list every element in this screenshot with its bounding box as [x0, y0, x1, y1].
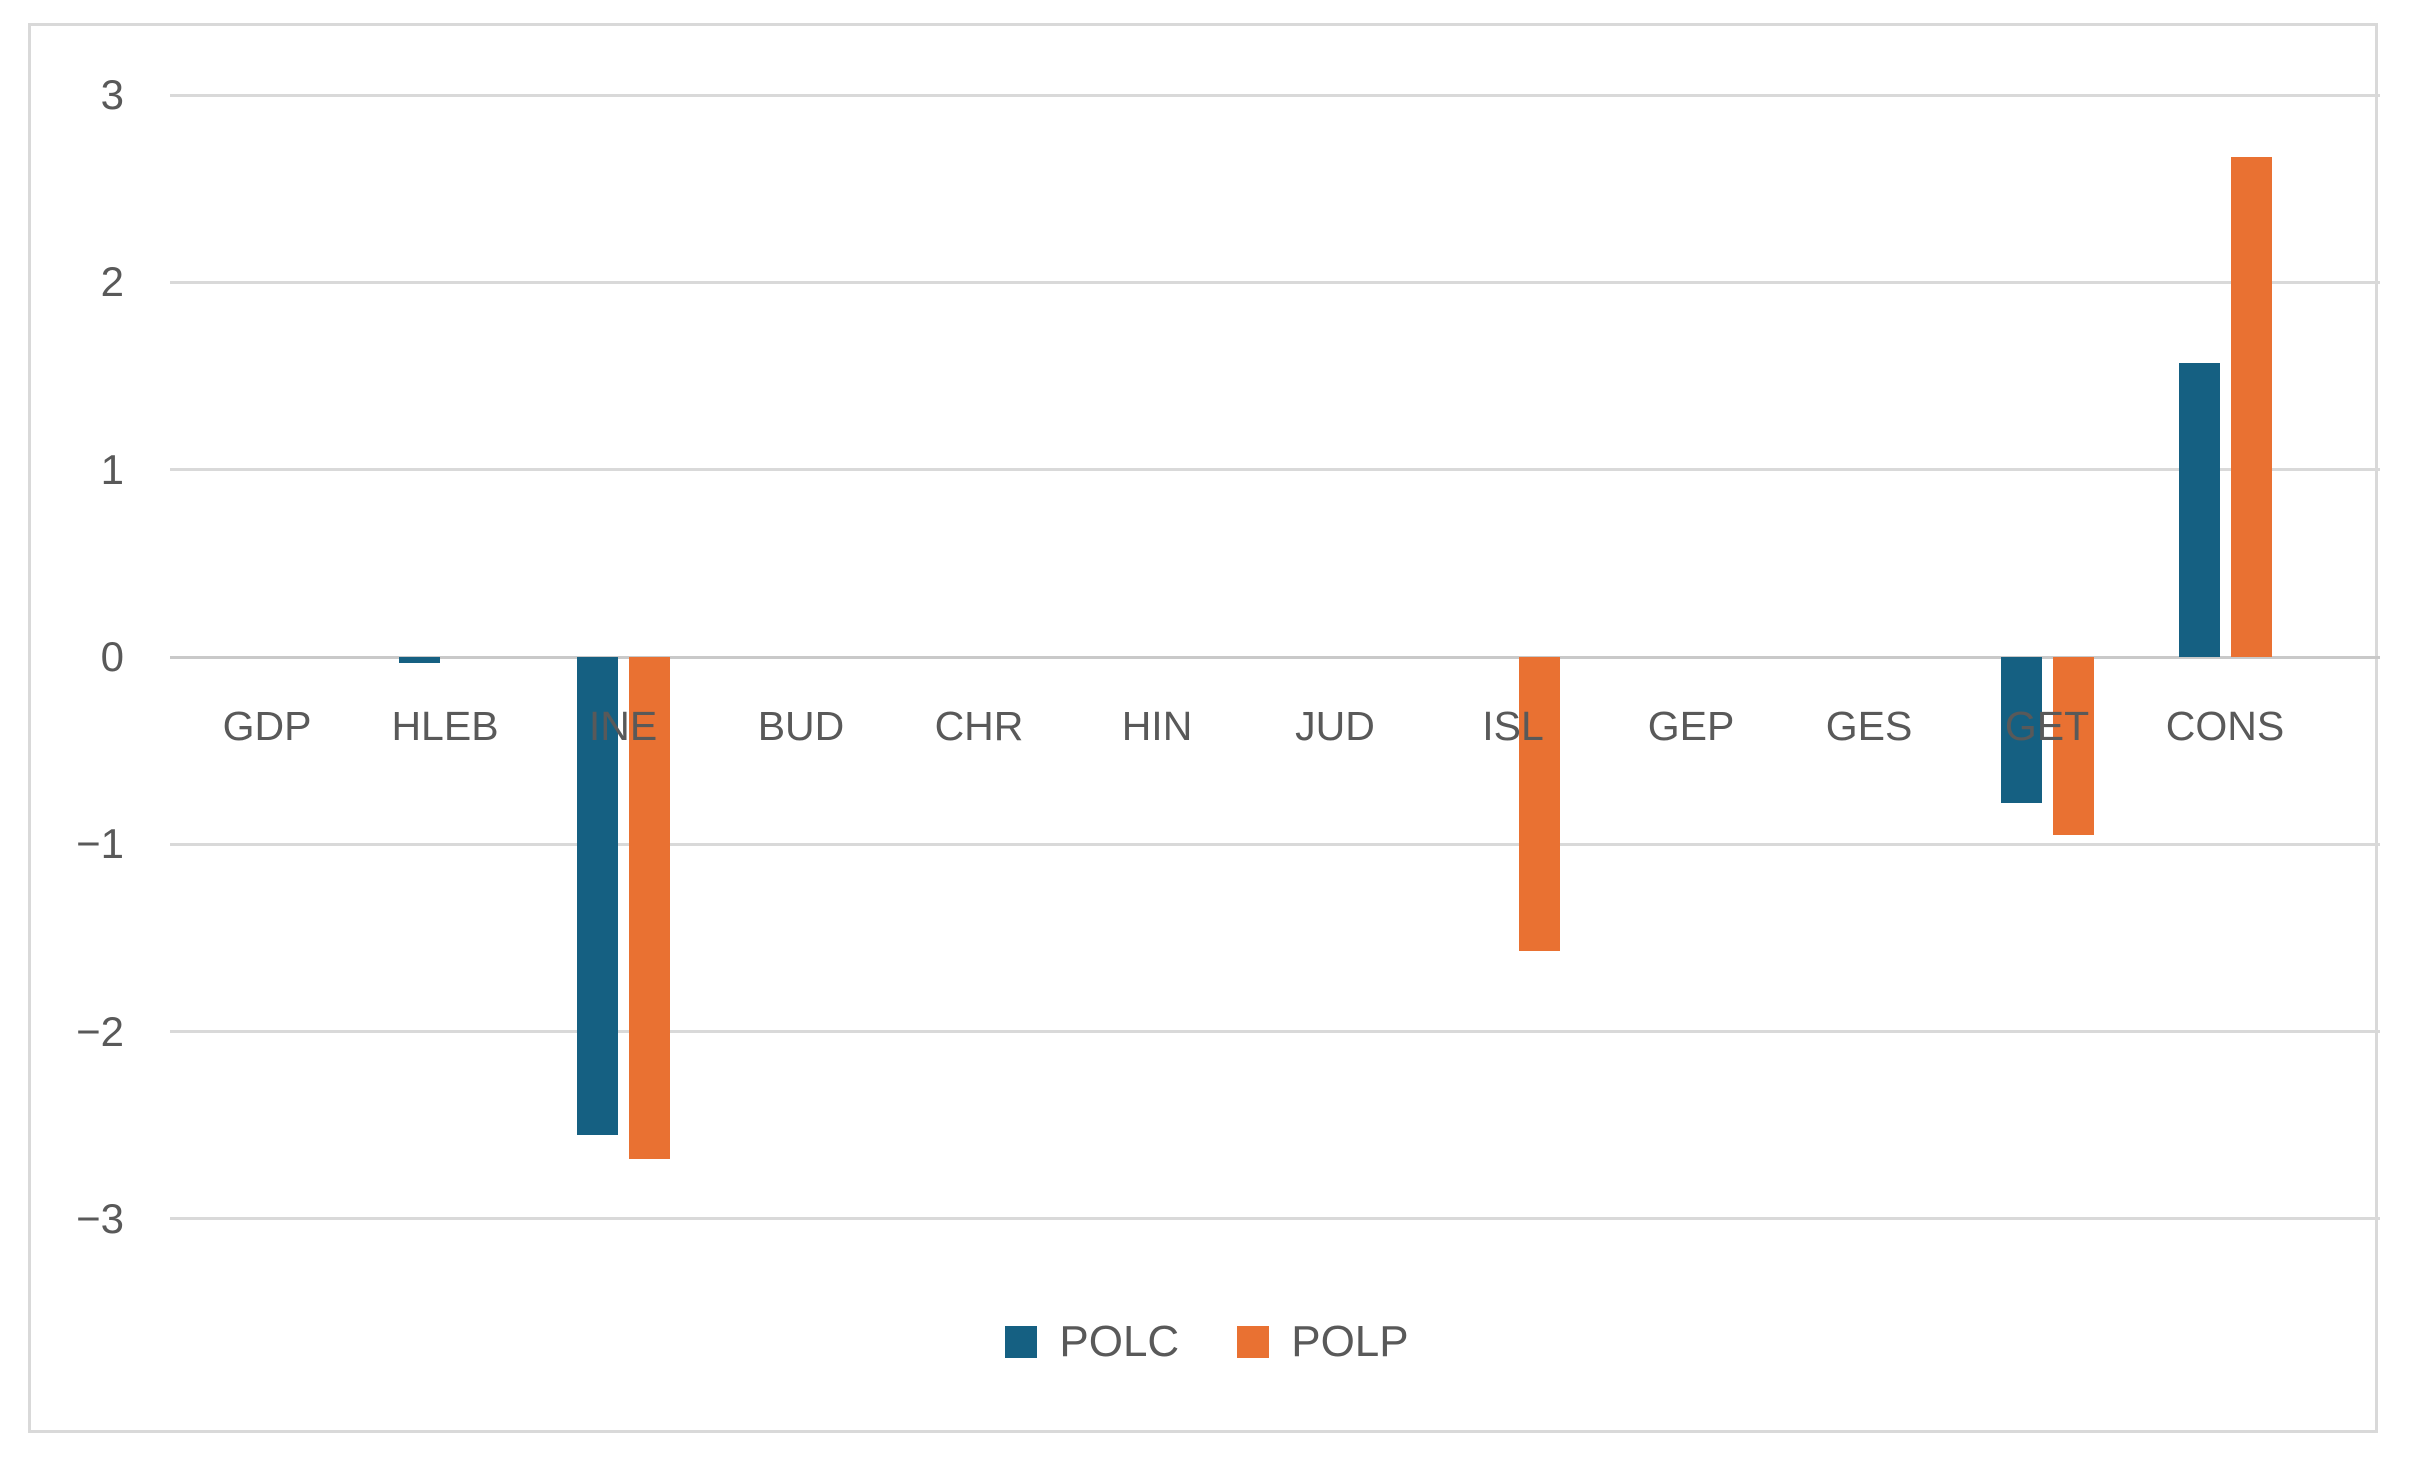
gridline-y--3 [170, 1217, 2380, 1221]
x-category-label-bud: BUD [757, 703, 845, 749]
zero-axis-line [170, 655, 2380, 659]
x-category-label-chr: CHR [934, 703, 1024, 749]
x-category-label-gep: GEP [1647, 703, 1735, 749]
y-tick-label--1: −1 [76, 820, 124, 868]
bar-polc-ine [576, 657, 618, 1135]
legend-item-polc: POLC [1005, 1318, 1179, 1366]
y-tick-label-0: 0 [100, 633, 124, 680]
legend-label-polp: POLP [1291, 1317, 1409, 1366]
gridline-y-1 [170, 468, 2380, 472]
legend-item-polp: POLP [1237, 1317, 1409, 1366]
bar-polc-get [2000, 657, 2042, 804]
bar-polc-hleb [398, 657, 440, 663]
legend-swatch-polc [1005, 1326, 1038, 1358]
gridline-y--1 [170, 842, 2380, 846]
x-category-label-gdp: GDP [222, 703, 312, 749]
legend-swatch-polp [1237, 1326, 1270, 1358]
x-category-label-jud: JUD [1295, 703, 1375, 749]
bar-polp-cons [2230, 156, 2272, 657]
x-category-label-cons: CONS [2165, 703, 2285, 749]
x-category-label-ine: INE [588, 703, 658, 749]
bar-polp-isl [1518, 657, 1560, 952]
chart-legend: POLC POLP [0, 1318, 2414, 1366]
bar-polp-get [2052, 657, 2094, 835]
y-tick-label-2: 2 [100, 258, 124, 306]
x-category-label-get: GET [2004, 703, 2090, 749]
gridline-y-3 [170, 93, 2380, 97]
y-tick-label--2: −2 [76, 1007, 124, 1055]
x-category-label-hin: HIN [1121, 703, 1193, 749]
y-tick-label--3: −3 [76, 1194, 124, 1242]
gridline-y--2 [170, 1030, 2380, 1034]
bar-polp-ine [628, 657, 670, 1159]
y-tick-label-1: 1 [100, 445, 124, 493]
y-tick-label-3: 3 [100, 71, 124, 119]
x-category-label-ges: GES [1825, 703, 1913, 749]
bar-polc-cons [2178, 362, 2220, 657]
x-category-label-isl: ISL [1482, 703, 1544, 749]
gridline-y-2 [170, 280, 2380, 284]
x-category-label-hleb: HLEB [391, 703, 499, 749]
chart-area-border [28, 23, 2378, 1433]
legend-label-polc: POLC [1059, 1317, 1180, 1366]
